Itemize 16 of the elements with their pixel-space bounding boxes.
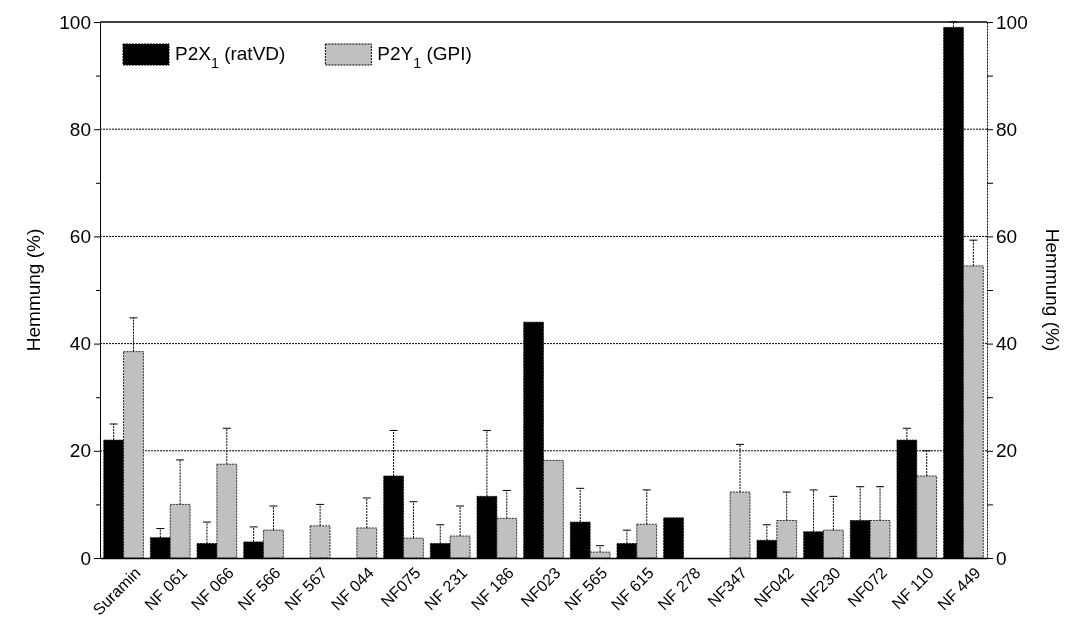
legend-label: P2X$_{1}$ (ratVD)	[175, 43, 286, 71]
legend-label: P2Y$_{1}$ (GPI)	[377, 43, 472, 71]
y-tick-label: 80	[69, 118, 91, 140]
y-tick-label: 0	[80, 547, 91, 569]
y2-tick-label: 0	[996, 547, 1007, 569]
y2-tick-label: 100	[996, 11, 1028, 33]
y2-tick-label: 80	[996, 118, 1018, 140]
y2-tick-label: 40	[996, 333, 1018, 355]
y2-axis-title: Hemmung (%)	[1042, 228, 1063, 352]
y2-tick-label: 20	[996, 440, 1018, 462]
y-tick-label: 20	[69, 440, 91, 462]
y-tick-label: 40	[69, 333, 91, 355]
y-tick-label: 60	[69, 225, 91, 247]
y-axis-title: Hemmung (%)	[23, 228, 44, 352]
y-tick-label: 100	[59, 11, 91, 33]
y2-tick-label: 60	[996, 225, 1018, 247]
